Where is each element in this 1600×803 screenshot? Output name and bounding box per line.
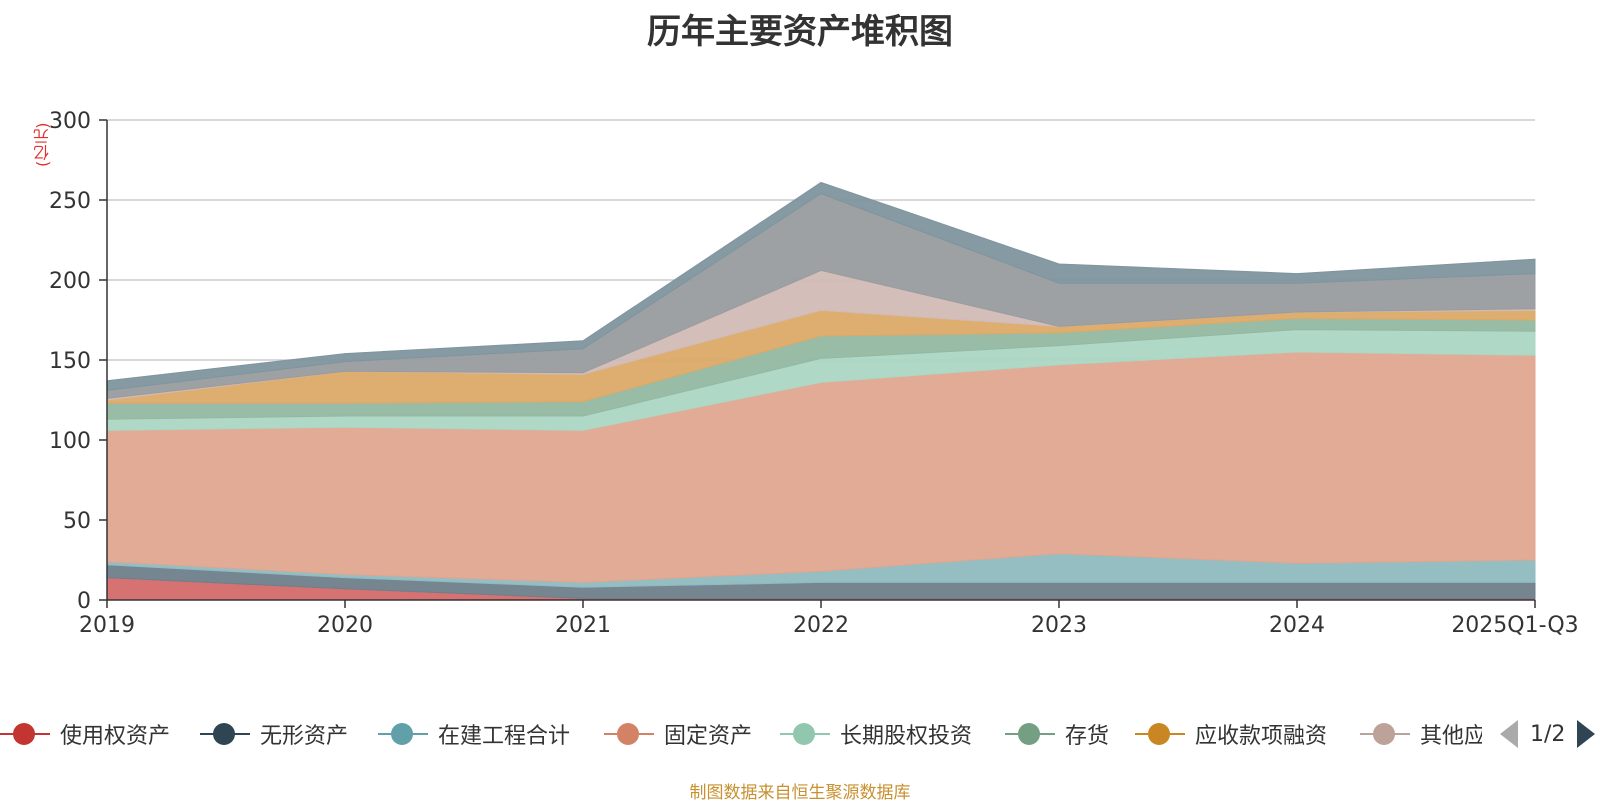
legend-marker-icon [0, 722, 50, 746]
legend-item[interactable]: 在建工程合计 [378, 714, 570, 754]
legend-item[interactable]: 应收款项融资 [1135, 714, 1327, 754]
x-tick-label: 2021 [555, 613, 611, 638]
legend-marker-icon [200, 722, 250, 746]
legend-marker-icon [1360, 722, 1410, 746]
x-tick-label: 2022 [793, 613, 849, 638]
legend-item[interactable]: 长期股权投资 [780, 714, 972, 754]
legend-marker-icon [1005, 722, 1055, 746]
x-tick-label: 2024 [1269, 613, 1325, 638]
legend-marker-icon [780, 722, 830, 746]
legend-label: 在建工程合计 [438, 724, 571, 749]
legend-label: 长期股权投资 [840, 724, 973, 749]
legend-label: 其他应 [1420, 724, 1482, 749]
legend-marker-icon [1135, 722, 1185, 746]
chart-title: 历年主要资产堆积图 [647, 12, 953, 52]
legend: 使用权资产 无形资产 在建工程合计 固定资产 长期股权投资 存货 应收款项融资 其他应 1/2 [0, 714, 1600, 754]
stacked-area-chart: 0 50 100 150 200 250 300 2019 2020 2021 2022 2023 20… [49, 109, 1579, 638]
x-tick-label: 2019 [79, 613, 135, 638]
legend-label: 存货 [1065, 724, 1110, 749]
y-tick-label: 0 [77, 589, 91, 614]
x-tick-label: 2023 [1031, 613, 1087, 638]
y-tick-label: 100 [49, 429, 91, 454]
data-source-note: 制图数据来自恒生聚源数据库 [689, 783, 911, 803]
x-tick-label: 2020 [317, 613, 373, 638]
legend-prev-icon[interactable] [1500, 720, 1518, 748]
y-tick-label: 150 [49, 349, 91, 374]
legend-pager: 1/2 [1500, 714, 1596, 754]
legend-label: 使用权资产 [60, 724, 171, 749]
legend-item[interactable]: 存货 [1005, 714, 1109, 754]
y-tick-label: 200 [49, 269, 91, 294]
legend-page-indicator: 1/2 [1530, 721, 1566, 747]
y-tick-label: 300 [49, 109, 91, 134]
legend-marker-icon [604, 722, 654, 746]
legend-item[interactable]: 其他应 [1360, 714, 1482, 754]
y-tick-label: 50 [63, 509, 91, 534]
legend-item[interactable]: 固定资产 [604, 714, 752, 754]
legend-label: 无形资产 [260, 724, 349, 749]
legend-label: 应收款项融资 [1195, 724, 1328, 749]
legend-items: 使用权资产 无形资产 在建工程合计 固定资产 长期股权投资 存货 应收款项融资 其他应 [0, 714, 1482, 754]
y-tick-label: 250 [49, 189, 91, 214]
legend-label: 固定资产 [664, 724, 753, 749]
legend-marker-icon [378, 722, 428, 746]
x-tick-label: 2025Q1-Q3 [1451, 613, 1578, 638]
legend-item[interactable]: 使用权资产 [0, 714, 170, 754]
legend-next-icon[interactable] [1577, 720, 1596, 748]
legend-item[interactable]: 无形资产 [200, 714, 348, 754]
area-series-9 [106, 181, 1536, 391]
